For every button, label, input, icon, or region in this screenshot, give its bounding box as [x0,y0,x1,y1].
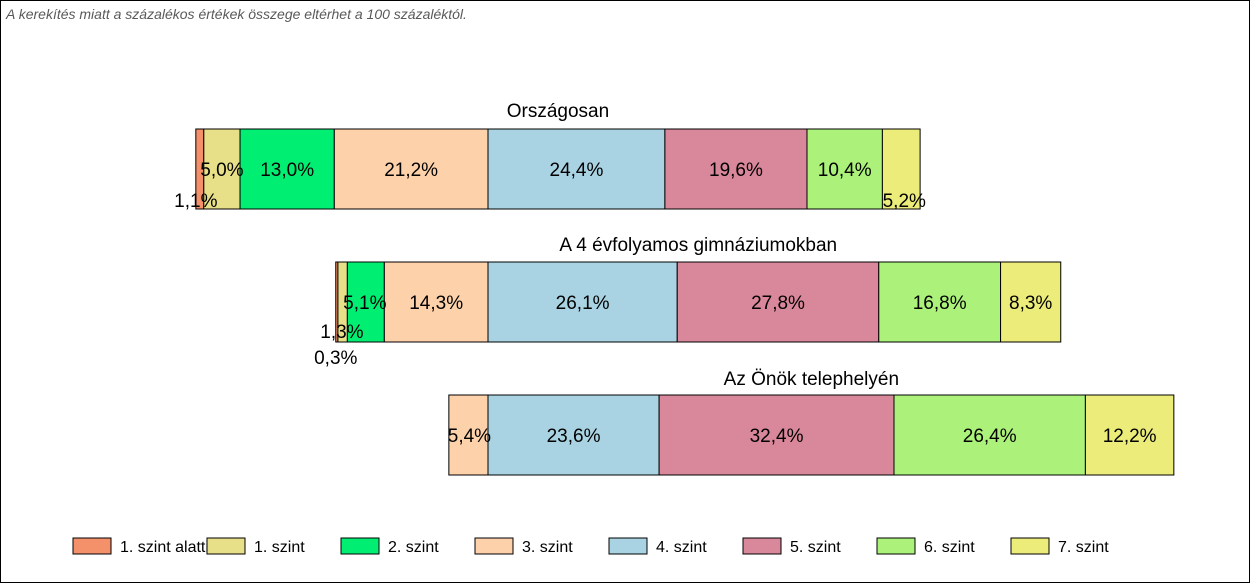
data-label-6-szint: 16,8% [913,293,967,314]
legend-swatch-4-szint [608,537,648,555]
legend-label-5-szint: 5. szint [790,539,841,556]
bar-row-1: Országosan 1,1% 5,0% 13,0% 21,2% 24,4% 19,6% 10… [174,101,926,212]
bar-segment-5-szint [658,394,895,476]
bar-segment-6-szint [893,394,1086,476]
bar-segment-5-szint [664,128,808,210]
bar-segment-4-szint [487,261,678,343]
data-label-7-szint: 5,2% [883,191,926,212]
data-label-7-szint: 12,2% [1103,426,1157,447]
legend-label-7-szint: 7. szint [1058,539,1109,556]
data-label-7-szint: 8,3% [1009,293,1052,314]
bar-segment-5-szint [676,261,880,343]
legend-swatch-3-szint [474,537,514,555]
legend-label-1-szint: 1. szint [254,539,305,556]
legend-label-1-szint-alatti: 1. szint alatti [120,539,209,556]
bar-segment-3-szint [333,128,489,210]
data-label-1-szint: 5,0% [200,160,243,181]
bar-segment-6-szint [878,261,1002,343]
legend-swatch-1-szint [206,537,246,555]
legend-label-4-szint: 4. szint [656,539,707,556]
data-label-2-szint: 5,1% [343,293,386,314]
data-label-4-szint: 24,4% [550,160,604,181]
data-label-6-szint: 10,4% [818,160,872,181]
bar-title-2: A 4 évfolyamos gimnáziumokban [559,235,837,256]
bar-segment-4-szint [487,128,666,210]
bar-segment-1-szint [203,128,241,210]
bar-row-2: A 4 évfolyamos gimnáziumokban 0,3% 1,3% 5,1… [314,235,1062,369]
bar-segment-6-szint [806,128,883,210]
legend-swatch-7-szint [1010,537,1050,555]
legend-swatch-6-szint [876,537,916,555]
data-label-3-szint: 14,3% [409,293,463,314]
rounding-note: A kerekítés miatt a százalékos értékek ö… [6,6,467,22]
data-label-3-szint: 5,4% [448,426,491,447]
bar-segment-3-szint [448,394,489,476]
bar-segment-7-szint [1084,394,1175,476]
data-label-5-szint: 32,4% [750,426,804,447]
bar-segment-7-szint [1000,261,1062,343]
bar-segment-4-szint [487,394,660,476]
data-label-1-szint: 1,3% [320,322,363,343]
legend-label-6-szint: 6. szint [924,539,975,556]
legend-swatch-1-szint-alatti [72,537,112,555]
legend-label-3-szint: 3. szint [522,539,573,556]
data-label-2-szint: 13,0% [260,160,314,181]
bar-title-1: Országosan [507,101,609,122]
legend-label-2-szint: 2. szint [388,539,439,556]
data-label-5-szint: 19,6% [709,160,763,181]
data-label-4-szint: 23,6% [547,426,601,447]
legend-swatch-2-szint [340,537,380,555]
bar-segment-7-szint [881,128,921,210]
bar-row-3: Az Önök telephelyén 5,4% 23,6% 32,4% 26,4% 12… [448,369,1175,476]
data-label-4-szint: 26,1% [556,293,610,314]
data-label-5-szint: 27,8% [751,293,805,314]
data-label-1-szint-alatti: 0,3% [314,348,357,369]
data-label-6-szint: 26,4% [963,426,1017,447]
legend-swatch-5-szint [742,537,782,555]
data-label-3-szint: 21,2% [384,160,438,181]
data-label-1-szint-alatti: 1,1% [174,191,217,212]
bar-title-3: Az Önök telephelyén [724,369,899,390]
bar-segment-2-szint [346,261,385,343]
legend: 1. szint alatti 1. szint 2. szint 3. szint 4… [72,537,1109,556]
